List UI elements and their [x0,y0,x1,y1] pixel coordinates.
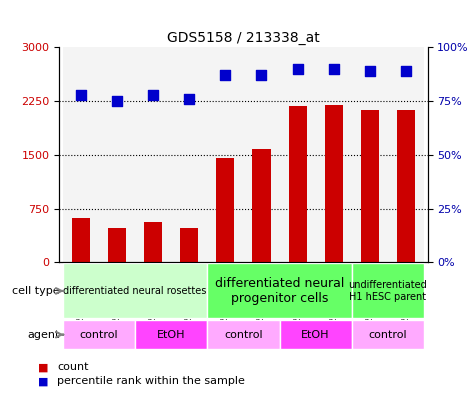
Bar [352,47,388,263]
Point [186,95,193,102]
Bar [361,110,379,263]
Bar [180,228,199,263]
Bar [108,228,126,263]
Bar [324,105,342,263]
Bar [397,110,415,263]
Point [366,68,373,74]
Text: agent: agent [28,330,60,340]
Bar [63,47,99,263]
Point [150,91,157,97]
Point [77,91,85,97]
Text: EtOH: EtOH [157,330,186,340]
Text: differentiated neural
progenitor cells: differentiated neural progenitor cells [215,277,344,305]
Text: control: control [369,330,407,340]
FancyBboxPatch shape [352,263,424,318]
FancyBboxPatch shape [352,320,424,349]
Point [222,72,229,78]
Text: ■: ■ [38,362,48,373]
Bar [279,47,315,263]
FancyBboxPatch shape [135,320,208,349]
Text: undifferentiated
H1 hESC parent: undifferentiated H1 hESC parent [349,280,427,302]
Bar [171,47,208,263]
Bar [288,106,306,263]
Bar [135,47,171,263]
Text: ■: ■ [38,376,48,386]
Text: control: control [224,330,263,340]
Point [330,66,337,72]
Bar [217,158,235,263]
Bar [244,47,279,263]
FancyBboxPatch shape [63,263,208,318]
Bar [315,47,352,263]
Text: differentiated neural rosettes: differentiated neural rosettes [64,286,207,296]
FancyBboxPatch shape [208,263,352,318]
Text: percentile rank within the sample: percentile rank within the sample [57,376,245,386]
Text: count: count [57,362,88,373]
Point [294,66,301,72]
Bar [72,218,90,263]
Bar [252,149,270,263]
Point [402,68,409,74]
FancyBboxPatch shape [63,320,135,349]
Bar [144,222,162,263]
Title: GDS5158 / 213338_at: GDS5158 / 213338_at [167,31,320,45]
Bar [208,47,244,263]
Text: control: control [80,330,118,340]
Text: EtOH: EtOH [301,330,330,340]
Bar [388,47,424,263]
FancyBboxPatch shape [279,320,352,349]
Point [114,98,121,104]
FancyBboxPatch shape [208,320,279,349]
Bar [99,47,135,263]
Text: cell type: cell type [12,286,60,296]
Point [257,72,265,78]
